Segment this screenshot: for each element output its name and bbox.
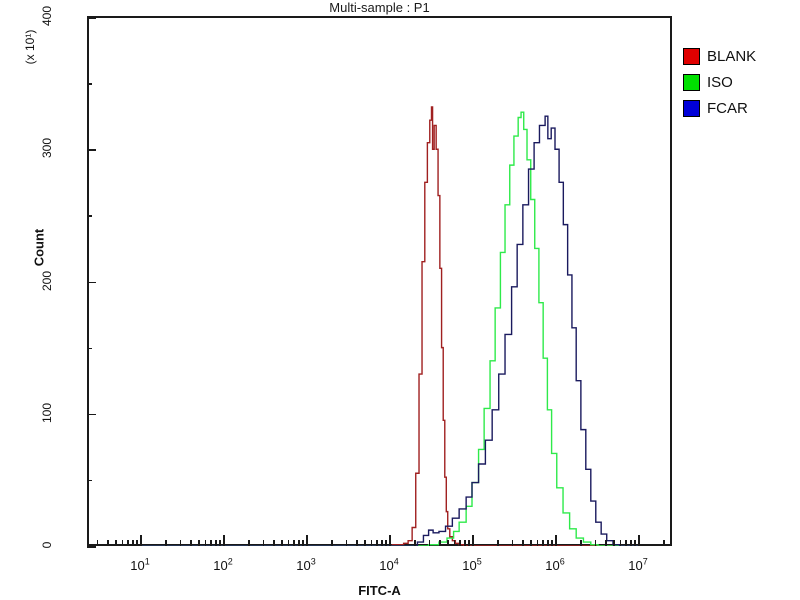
plot-canvas [87, 16, 672, 546]
y-axis-title: Count [31, 228, 47, 267]
y-axis-tick-label: 400 [40, 5, 54, 27]
y-axis-multiplier-label: (x 10¹) [23, 29, 37, 65]
y-axis-tick-label: 100 [40, 402, 54, 423]
x-axis-tick-label: 106 [545, 556, 565, 573]
page-title: Multi-sample : P1 [329, 0, 430, 15]
plot-frame [87, 16, 672, 546]
y-major-tick [87, 546, 96, 548]
legend-swatch-icon [683, 73, 700, 91]
y-axis-tick-label: 0 [40, 541, 54, 549]
legend-item-iso[interactable]: ISO [683, 70, 795, 94]
legend: BLANK ISO FCAR [683, 44, 795, 122]
series-curve-fcar [140, 116, 638, 546]
series-curve-iso [140, 112, 638, 546]
legend-item-label: ISO [707, 73, 733, 91]
x-axis-title: FITC-A [358, 583, 401, 598]
legend-item-blank[interactable]: BLANK [683, 44, 795, 68]
x-axis-tick-label: 107 [628, 556, 648, 573]
legend-item-fcar[interactable]: FCAR [683, 96, 795, 120]
x-axis-tick-label: 102 [213, 556, 233, 573]
x-axis-tick-label: 105 [462, 556, 482, 573]
legend-item-label: FCAR [707, 99, 748, 117]
y-axis-tick-label: 300 [40, 138, 54, 159]
series-curve-blank [140, 107, 638, 546]
legend-item-label: BLANK [707, 47, 757, 65]
legend-swatch-icon [683, 99, 700, 117]
x-axis-tick-label: 103 [296, 556, 316, 573]
x-axis-tick-label: 101 [130, 556, 150, 573]
x-axis-tick-label: 104 [379, 556, 399, 573]
legend-swatch-icon [683, 47, 700, 65]
